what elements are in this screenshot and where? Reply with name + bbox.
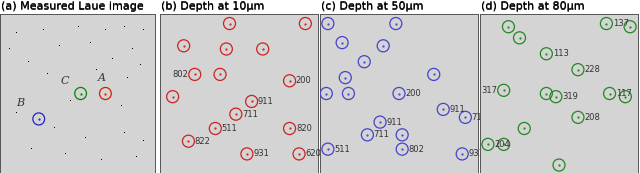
Text: 204: 204 — [494, 140, 510, 149]
Text: (a) Measured Laue image: (a) Measured Laue image — [1, 2, 144, 12]
Text: 200: 200 — [405, 89, 421, 98]
Text: (c) Depth at 50μm: (c) Depth at 50μm — [321, 1, 424, 11]
Text: 802: 802 — [173, 70, 188, 79]
Text: 317: 317 — [481, 86, 497, 95]
Text: 137: 137 — [612, 19, 628, 28]
Text: 931: 931 — [253, 149, 269, 158]
Text: A: A — [99, 73, 106, 83]
Text: 802: 802 — [408, 145, 424, 154]
Text: 200: 200 — [296, 76, 312, 85]
Text: 319: 319 — [562, 92, 578, 101]
Text: B: B — [16, 98, 24, 108]
Text: 711: 711 — [374, 130, 390, 139]
Text: (d) Depth at 80μm: (d) Depth at 80μm — [481, 2, 585, 12]
Text: 511: 511 — [334, 145, 350, 154]
Text: 931: 931 — [468, 149, 484, 158]
Text: 228: 228 — [584, 65, 600, 74]
Text: 822: 822 — [195, 137, 211, 146]
Text: (b) Depth at 10μm: (b) Depth at 10μm — [161, 1, 265, 11]
Text: 117: 117 — [616, 89, 632, 98]
Text: 911: 911 — [258, 97, 274, 106]
Text: 911: 911 — [387, 118, 402, 127]
Text: 511: 511 — [221, 124, 237, 133]
Text: 911: 911 — [449, 105, 465, 114]
Text: (c) Depth at 50μm: (c) Depth at 50μm — [321, 2, 424, 12]
Text: 820: 820 — [296, 124, 312, 133]
Text: (d) Depth at 80μm: (d) Depth at 80μm — [481, 1, 585, 11]
Text: 208: 208 — [584, 113, 600, 122]
Text: (b) Depth at 10μm: (b) Depth at 10μm — [161, 2, 265, 12]
Text: 711: 711 — [242, 110, 258, 119]
Text: (a) Measured Laue image: (a) Measured Laue image — [1, 1, 144, 11]
Text: 711: 711 — [472, 113, 488, 122]
Text: 113: 113 — [553, 49, 568, 58]
Text: 620: 620 — [305, 149, 321, 158]
Text: C: C — [61, 76, 69, 86]
